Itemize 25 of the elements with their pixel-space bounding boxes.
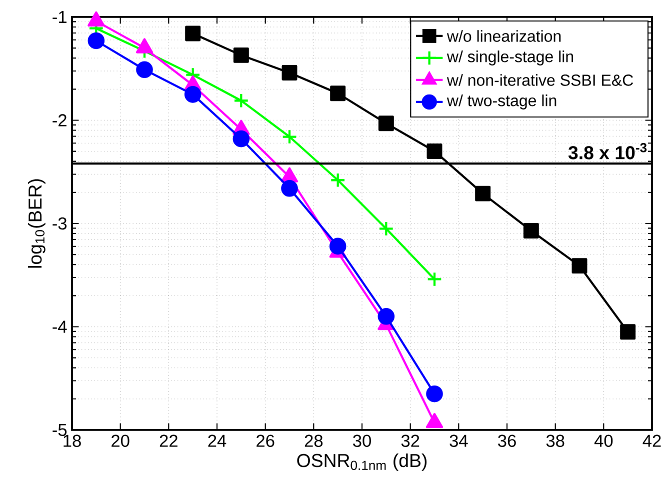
x-tick-label: 42 <box>642 434 661 447</box>
y-tick-label: -2 <box>52 114 66 126</box>
y-tick-label: -3 <box>52 217 67 230</box>
y-axis-title: log$_{10}$(BER) <box>28 179 46 268</box>
x-tick-label: 36 <box>498 434 516 447</box>
x-tick-label: 18 <box>64 434 81 447</box>
legend-label: w/o linearization <box>446 30 561 42</box>
x-axis-title: OSNR$_{0.1nm}$ (dB) <box>297 453 427 471</box>
x-tick-label: 24 <box>208 434 226 447</box>
x-tick-label: 32 <box>401 434 420 447</box>
legend-label: w/ two-stage lin <box>446 94 556 110</box>
legend-label: w/ non-iterative SSBI E&C <box>446 74 634 86</box>
x-tick-label: 26 <box>256 434 274 447</box>
x-tick-label: 22 <box>160 434 178 447</box>
x-tick-label: 40 <box>594 434 613 447</box>
ref-line-label: 3.8 x 10$^{-3}$ <box>568 143 647 160</box>
x-tick-label: 38 <box>546 434 564 447</box>
x-tick-label: 34 <box>450 434 468 447</box>
y-tick-label: -1 <box>52 11 66 23</box>
y-tick-label: -4 <box>52 320 67 333</box>
x-tick-label: 30 <box>353 434 371 447</box>
y-tick-label: -5 <box>52 424 67 436</box>
x-tick-label: 20 <box>112 434 130 447</box>
x-tick-label: 28 <box>304 434 323 447</box>
legend-label: w/ single-stage lin <box>446 50 574 66</box>
